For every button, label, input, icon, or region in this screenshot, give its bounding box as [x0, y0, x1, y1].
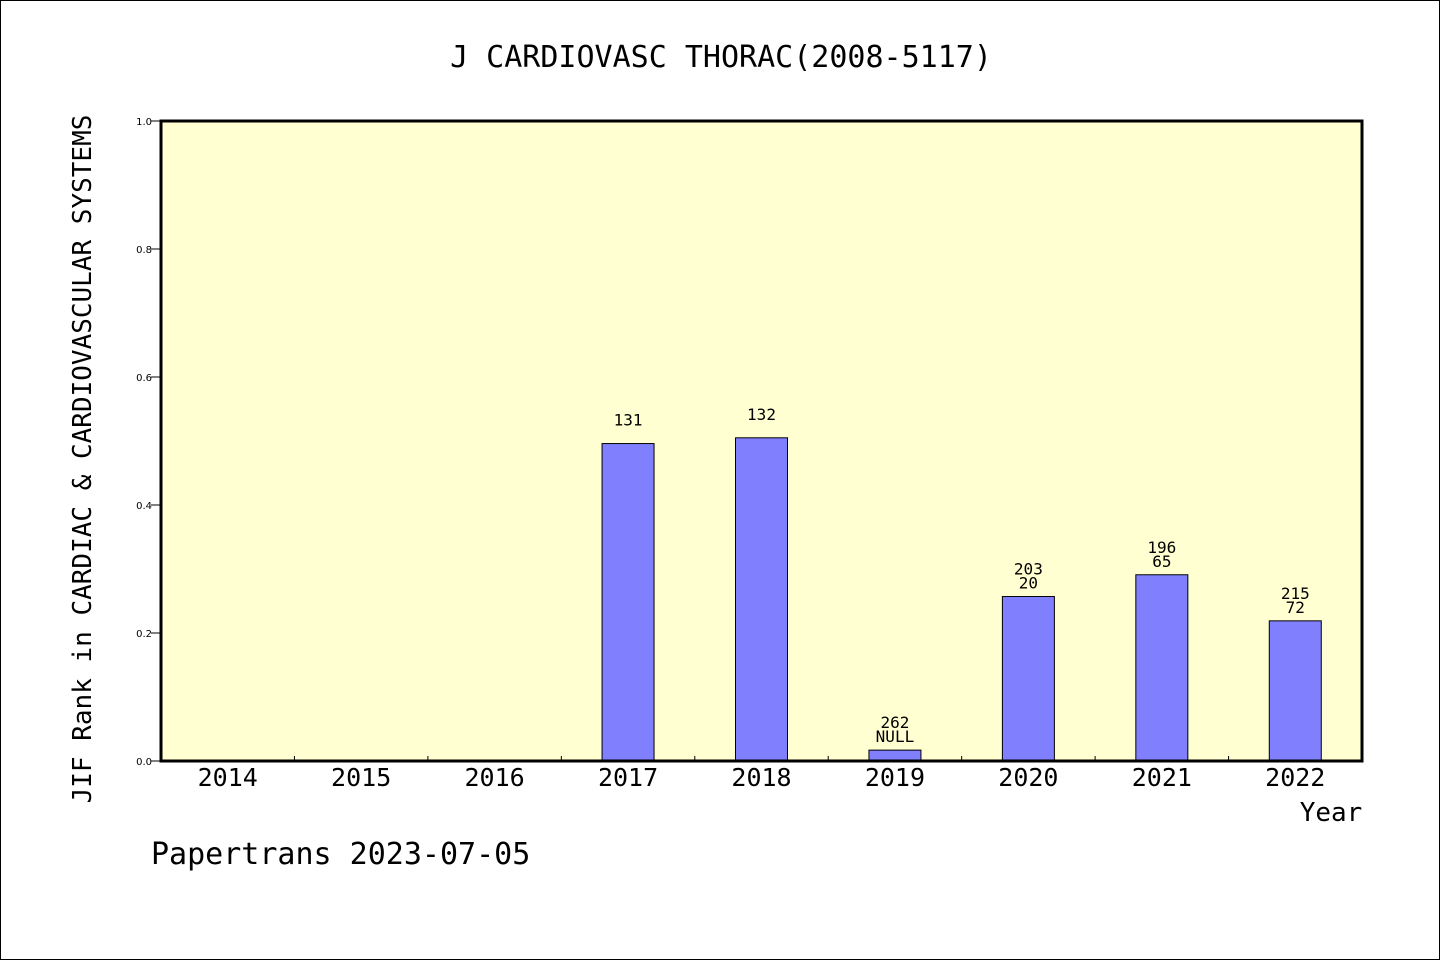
bar-label-2018-1: 132: [747, 405, 776, 424]
x-tick-label-2020: 2020: [998, 763, 1058, 792]
x-tick-label-2018: 2018: [731, 763, 791, 792]
footer-source: Papertrans 2023-07-05: [151, 837, 530, 872]
bar-2019: [868, 749, 922, 762]
bars-layer: [601, 437, 1322, 762]
bar-2022: [1268, 620, 1322, 762]
x-tick-label-2022: 2022: [1265, 763, 1325, 792]
y-tick-label-0.6: 0.6: [136, 373, 152, 384]
bar-label-2022-2: 72: [1286, 598, 1305, 617]
x-tick-label-2021: 2021: [1132, 763, 1192, 792]
x-tick-label-2015: 2015: [331, 763, 391, 792]
x-tick-label-2016: 2016: [465, 763, 525, 792]
bar-label-2020-2: 20: [1019, 574, 1038, 593]
y-tick-label-0.2: 0.2: [136, 629, 152, 640]
bar-label-2019-2: NULL: [876, 727, 915, 746]
bar-2021: [1135, 574, 1189, 762]
bar-label-2021-2: 65: [1152, 552, 1171, 571]
x-axis: 2014 2015 2016 2017 2018 2019 2020 2021 2022: [198, 756, 1325, 792]
bar-label-2022-1: 215: [1281, 584, 1310, 603]
x-tick-label-2014: 2014: [198, 763, 258, 792]
x-tick-label-2017: 2017: [598, 763, 658, 792]
bar-label-2020-1: 203: [1014, 560, 1043, 579]
y-tick-label-0.0: 0.0: [136, 757, 152, 768]
chart-title: J CARDIOVASC THORAC(2008-5117): [450, 40, 992, 75]
y-axis: 0.0 0.2 0.4 0.6 0.8 1.0: [136, 117, 161, 768]
y-axis-label: JIF Rank in CARDIAC & CARDIOVASCULAR SYS…: [68, 115, 98, 804]
y-tick-label-1.0: 1.0: [136, 117, 152, 128]
bar-2020: [1001, 596, 1055, 762]
y-tick-label-0.4: 0.4: [136, 501, 152, 512]
bar-label-2021-1: 196: [1147, 538, 1176, 557]
bar-2017: [601, 443, 655, 762]
bar-label-2017-1: 131: [614, 411, 643, 430]
bar-2018: [735, 437, 788, 762]
x-axis-label: Year: [1300, 798, 1363, 828]
bar-label-2019-1: 262: [880, 713, 909, 732]
y-tick-label-0.8: 0.8: [136, 245, 152, 256]
plot-frame: [159, 119, 1364, 763]
x-tick-label-2019: 2019: [865, 763, 925, 792]
